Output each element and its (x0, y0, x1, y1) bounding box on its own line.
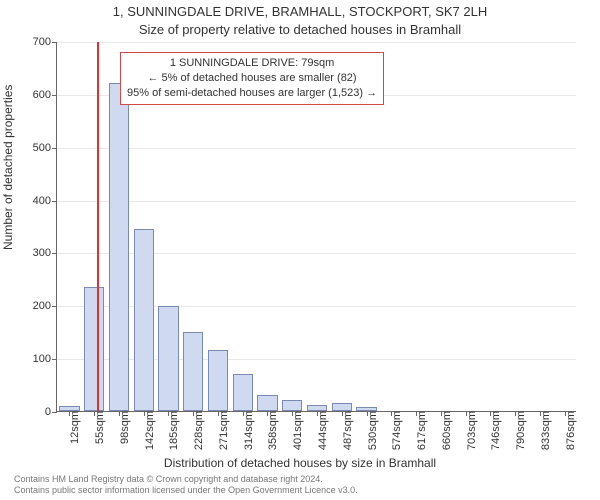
xtick-label: 617sqm (412, 411, 428, 450)
ytick-label: 0 (45, 406, 57, 418)
xtick-label: 833sqm (536, 411, 552, 450)
xtick-label: 487sqm (338, 411, 354, 450)
histogram-bar (282, 400, 302, 411)
gridline (57, 42, 576, 43)
xtick-label: 401sqm (288, 411, 304, 450)
ytick-label: 100 (33, 353, 57, 365)
xtick-label: 314sqm (239, 411, 255, 450)
xtick-label: 98sqm (115, 411, 131, 444)
annotation-line-1: 1 SUNNINGDALE DRIVE: 79sqm (127, 56, 377, 71)
xtick-label: 444sqm (313, 411, 329, 450)
histogram-bar (208, 350, 228, 411)
histogram-bar (257, 395, 277, 411)
xtick-label: 530sqm (363, 411, 379, 450)
x-axis-label: Distribution of detached houses by size … (0, 456, 600, 470)
histogram-bar (233, 374, 253, 411)
xtick-label: 228sqm (189, 411, 205, 450)
histogram-bar (158, 306, 178, 411)
footer-line-1: Contains HM Land Registry data © Crown c… (14, 474, 358, 485)
ytick-label: 700 (33, 36, 57, 48)
ytick-label: 600 (33, 89, 57, 101)
xtick-label: 271sqm (214, 411, 230, 450)
xtick-label: 574sqm (387, 411, 403, 450)
gridline (57, 148, 576, 149)
gridline (57, 201, 576, 202)
xtick-label: 185sqm (164, 411, 180, 450)
xtick-label: 358sqm (263, 411, 279, 450)
annotation-box: 1 SUNNINGDALE DRIVE: 79sqm ← 5% of detac… (120, 52, 384, 105)
y-axis-label: Number of detached properties (1, 85, 15, 250)
xtick-label: 703sqm (462, 411, 478, 450)
xtick-label: 12sqm (65, 411, 81, 444)
chart-subtitle: Size of property relative to detached ho… (0, 22, 600, 37)
histogram-bar (134, 229, 154, 411)
ytick-label: 200 (33, 300, 57, 312)
footer-line-2: Contains public sector information licen… (14, 485, 358, 496)
ytick-label: 500 (33, 142, 57, 154)
xtick-label: 55sqm (90, 411, 106, 444)
ytick-label: 300 (33, 247, 57, 259)
annotation-line-3: 95% of semi-detached houses are larger (… (127, 86, 377, 101)
xtick-label: 142sqm (140, 411, 156, 450)
histogram-bar (109, 83, 129, 411)
histogram-bar (84, 287, 104, 411)
xtick-label: 790sqm (511, 411, 527, 450)
chart-container: 1, SUNNINGDALE DRIVE, BRAMHALL, STOCKPOR… (0, 0, 600, 500)
property-marker-line (97, 42, 99, 411)
xtick-label: 876sqm (561, 411, 577, 450)
chart-title: 1, SUNNINGDALE DRIVE, BRAMHALL, STOCKPOR… (0, 4, 600, 19)
footer-credits: Contains HM Land Registry data © Crown c… (14, 474, 358, 496)
ytick-label: 400 (33, 195, 57, 207)
histogram-bar (183, 332, 203, 411)
histogram-bar (332, 403, 352, 411)
annotation-line-2: ← 5% of detached houses are smaller (82) (127, 71, 377, 86)
xtick-label: 746sqm (486, 411, 502, 450)
xtick-label: 660sqm (437, 411, 453, 450)
